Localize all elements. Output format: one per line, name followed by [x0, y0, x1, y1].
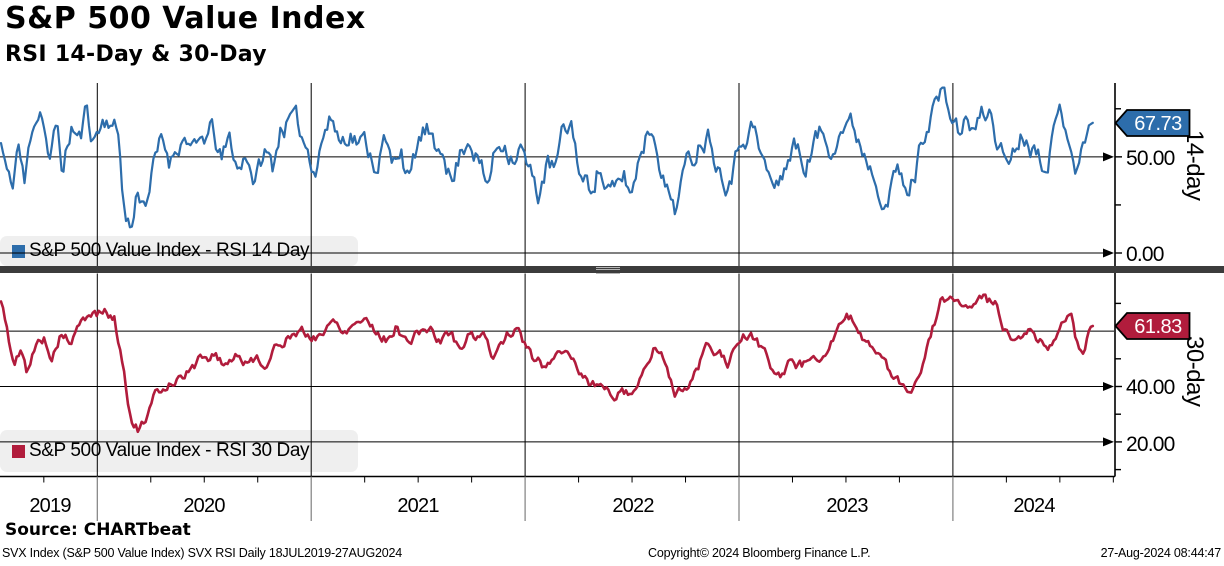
- divider-grip-icon[interactable]: [596, 267, 620, 274]
- legend-rsi14[interactable]: S&P 500 Value Index - RSI 14 Day: [0, 236, 358, 266]
- rsi14-last-value-badge: 67.73: [1114, 109, 1191, 137]
- xtick-2024: 2024: [1013, 495, 1055, 517]
- footer-timestamp: 27-Aug-2024 08:44:47: [1100, 546, 1222, 560]
- page-subtitle: RSI 14-Day & 30-Day: [5, 42, 267, 67]
- page-title: S&P 500 Value Index: [5, 1, 366, 36]
- panel-divider[interactable]: [0, 266, 1224, 274]
- axis-label-30day: 30-day: [1181, 336, 1208, 407]
- rsi30-swatch-icon: [12, 444, 25, 458]
- ytick-top-0: 0.00: [1126, 243, 1164, 266]
- source-line: Source: CHARTbeat: [5, 520, 191, 540]
- xtick-2020: 2020: [183, 495, 225, 517]
- axis-label-14day: 14-day: [1181, 130, 1208, 201]
- ytick-bot-20: 20.00: [1126, 433, 1175, 456]
- ytick-top-50: 50.00: [1126, 147, 1175, 170]
- xtick-2019: 2019: [29, 495, 71, 517]
- rsi14-badge-value: 67.73: [1134, 113, 1182, 135]
- rsi30-badge-shape: [1114, 312, 1191, 340]
- legend-rsi14-label: S&P 500 Value Index - RSI 14 Day: [29, 240, 310, 261]
- footer-copyright: Copyright© 2024 Bloomberg Finance L.P.: [648, 546, 871, 560]
- rsi30-badge-value: 61.83: [1134, 316, 1182, 338]
- footer-ticker-info: SVX Index (S&P 500 Value Index) SVX RSI …: [2, 546, 402, 560]
- xtick-2021: 2021: [397, 495, 439, 517]
- legend-rsi30[interactable]: S&P 500 Value Index - RSI 30 Day: [0, 430, 358, 472]
- xtick-2022: 2022: [612, 495, 654, 517]
- rsi14-swatch-icon: [12, 244, 25, 258]
- ytick-bot-40: 40.00: [1126, 376, 1175, 399]
- rsi30-last-value-badge: 61.83: [1114, 312, 1191, 340]
- xtick-2023: 2023: [826, 495, 868, 517]
- rsi14-badge-shape: [1114, 109, 1191, 137]
- legend-rsi30-label: S&P 500 Value Index - RSI 30 Day: [29, 440, 310, 461]
